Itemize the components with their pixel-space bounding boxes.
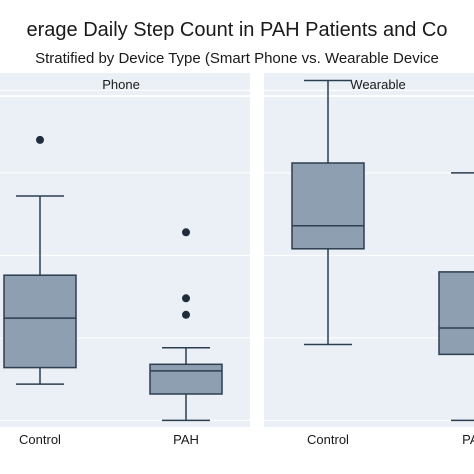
box-iqr xyxy=(3,274,77,369)
box-control xyxy=(3,135,77,385)
x-tick-label: Control xyxy=(19,432,61,447)
strip-background xyxy=(264,73,474,95)
facet-panels: Phone Control PAH Wearable Control PAH xyxy=(0,73,474,447)
chart-subtitle: Stratified by Device Type (Smart Phone v… xyxy=(35,50,439,67)
x-tick-label: PAH xyxy=(173,432,199,447)
strip-background xyxy=(0,73,250,95)
chart-title: erage Daily Step Count in PAH Patients a… xyxy=(27,19,448,41)
plot-background xyxy=(264,97,474,427)
x-tick-label: PAH xyxy=(462,432,474,447)
box-pah xyxy=(149,228,223,422)
strip-label: Phone xyxy=(102,77,140,92)
outlier-point xyxy=(182,294,190,303)
outlier-point xyxy=(182,228,190,237)
outlier-point xyxy=(36,135,44,144)
box-iqr xyxy=(291,162,365,250)
box-iqr xyxy=(149,363,223,395)
panel-phone: Phone Control PAH xyxy=(0,73,250,447)
box-iqr xyxy=(438,271,474,356)
x-tick-label: Control xyxy=(307,432,349,447)
box-pah xyxy=(438,172,474,422)
outlier-point xyxy=(182,310,190,319)
strip-label: Wearable xyxy=(350,77,405,92)
panel-wearable: Wearable Control PAH xyxy=(264,73,474,447)
box-control xyxy=(291,79,365,346)
